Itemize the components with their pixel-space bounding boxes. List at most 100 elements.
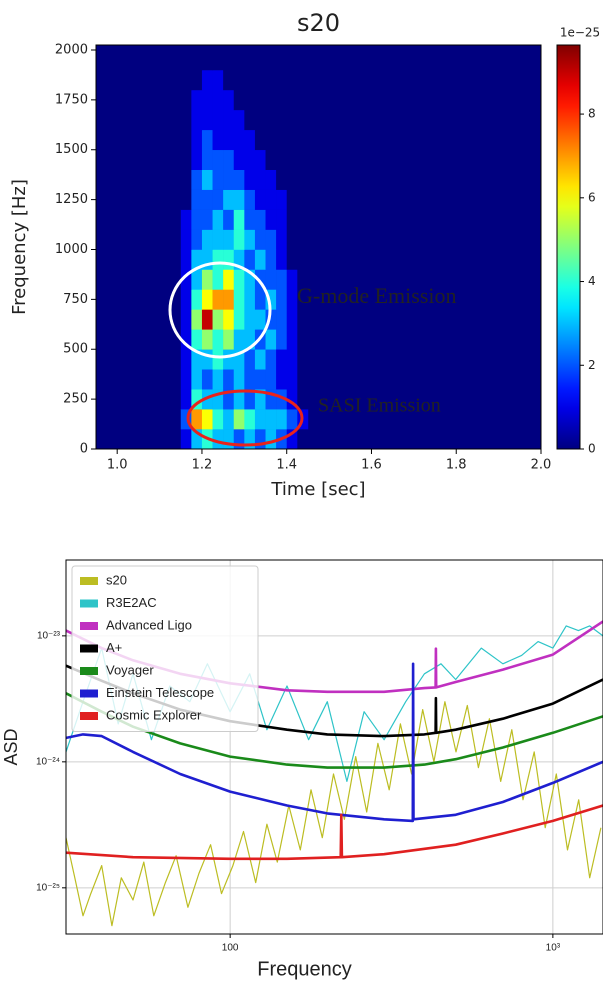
heatmap-cell [180, 289, 192, 310]
heatmap-cell [276, 309, 288, 330]
heatmap-cell [223, 129, 235, 151]
heatmap-cell [191, 49, 203, 71]
heatmap-cell [276, 209, 288, 230]
heatmap-cell [244, 389, 256, 410]
heatmap-cell [244, 149, 256, 170]
heatmap-cell [297, 149, 309, 170]
y-tick-label: 2000 [55, 42, 88, 57]
heatmap-cell [223, 349, 235, 370]
legend-label: Voyager [106, 662, 154, 677]
heatmap-cell [265, 209, 277, 230]
heatmap-cell [286, 269, 298, 290]
y-tick-label: 1000 [55, 242, 88, 257]
heatmap-cell [233, 429, 245, 449]
heatmap-cell [265, 409, 277, 430]
heatmap-cell [191, 349, 203, 370]
heatmap-cell [244, 309, 256, 330]
legend-label: Advanced Ligo [106, 617, 192, 632]
heatmap-cell [212, 429, 224, 449]
legend-swatch [80, 577, 98, 585]
heatmap-cell [254, 129, 266, 151]
heatmap-cell [191, 309, 203, 330]
heatmap-cell [286, 189, 298, 210]
heatmap-cell [276, 369, 288, 390]
heatmap-cell [297, 169, 309, 190]
heatmap-cell [297, 109, 309, 131]
heatmap-cell [276, 329, 288, 350]
heatmap-cell [201, 349, 213, 370]
heatmap-cell [297, 429, 309, 449]
x-tick-label: 10³ [546, 943, 561, 954]
series-line [66, 662, 603, 823]
heatmap-cell [233, 229, 245, 250]
legend-label: R3E2AC [106, 595, 157, 610]
legend-box [71, 565, 259, 732]
heatmap-cell [254, 189, 266, 210]
heatmap-cell [212, 289, 224, 310]
heatmap-cell [286, 429, 298, 449]
series-line [66, 625, 603, 782]
legend-swatch [80, 667, 98, 675]
heatmap-cell [212, 309, 224, 330]
y-tick-label: 750 [63, 292, 88, 307]
heatmap-cell [212, 149, 224, 170]
heatmap-cell [201, 209, 213, 230]
heatmap-cell [265, 269, 277, 290]
heatmap-cell [233, 109, 245, 131]
heatmap-cell [254, 269, 266, 290]
heatmap-cell [212, 169, 224, 190]
heatmap-cell [180, 109, 192, 131]
heatmap-cell [244, 69, 256, 91]
heatmap-cell [191, 329, 203, 350]
heatmap-cell [180, 309, 192, 330]
heatmap-cell [180, 189, 192, 210]
heatmap-cell [201, 49, 213, 71]
heatmap-cell [201, 309, 213, 330]
heatmap-cell [223, 149, 235, 170]
heatmap-cell [191, 269, 203, 290]
heatmap-cell [286, 209, 298, 230]
y-tick-label: 10⁻²³ [37, 630, 61, 641]
heatmap-cell [180, 389, 192, 410]
heatmap-cell [265, 189, 277, 210]
heatmap-cell [223, 109, 235, 131]
heatmap-cell [265, 349, 277, 370]
heatmap-cell [180, 409, 192, 430]
heatmap-cell [297, 209, 309, 230]
heatmap-cell [244, 249, 256, 270]
heatmap-cell [286, 129, 298, 151]
heatmap-cell [223, 289, 235, 310]
heatmap-cell [265, 129, 277, 151]
heatmap-cell [265, 389, 277, 410]
series-line [66, 804, 603, 861]
y-tick-label: 1250 [55, 192, 88, 207]
x-tick-label: 1.0 [107, 458, 128, 473]
heatmap-cell [286, 149, 298, 170]
heatmap-cell [265, 309, 277, 330]
heatmap-cell [244, 109, 256, 131]
heatmap-cell [286, 309, 298, 330]
x-axis-label: Frequency [257, 958, 352, 980]
sasi-ellipse [186, 389, 304, 447]
heatmap-cell [223, 369, 235, 390]
heatmap-cell [286, 109, 298, 131]
heatmap-cell [276, 409, 288, 430]
g-mode-ellipse [168, 261, 272, 359]
heatmap-cell [223, 69, 235, 91]
legend-label: Einstein Telescope [106, 685, 214, 700]
heatmap-cell [286, 289, 298, 310]
heatmap-cell [276, 169, 288, 190]
heatmap-cell [265, 49, 277, 71]
colorbar-offset-label: 1e−25 [560, 26, 600, 40]
heatmap-background [96, 45, 541, 449]
heatmap-cell [276, 69, 288, 91]
heatmap-cell [286, 169, 298, 190]
chart-title: s20 [297, 9, 340, 37]
heatmap-cell [297, 289, 309, 310]
heatmap-cell [191, 149, 203, 170]
heatmap-cell [254, 289, 266, 310]
heatmap-cell [212, 369, 224, 390]
heatmap-cell [244, 349, 256, 370]
annotations: G-mode Emission SASI Emission [168, 261, 457, 447]
